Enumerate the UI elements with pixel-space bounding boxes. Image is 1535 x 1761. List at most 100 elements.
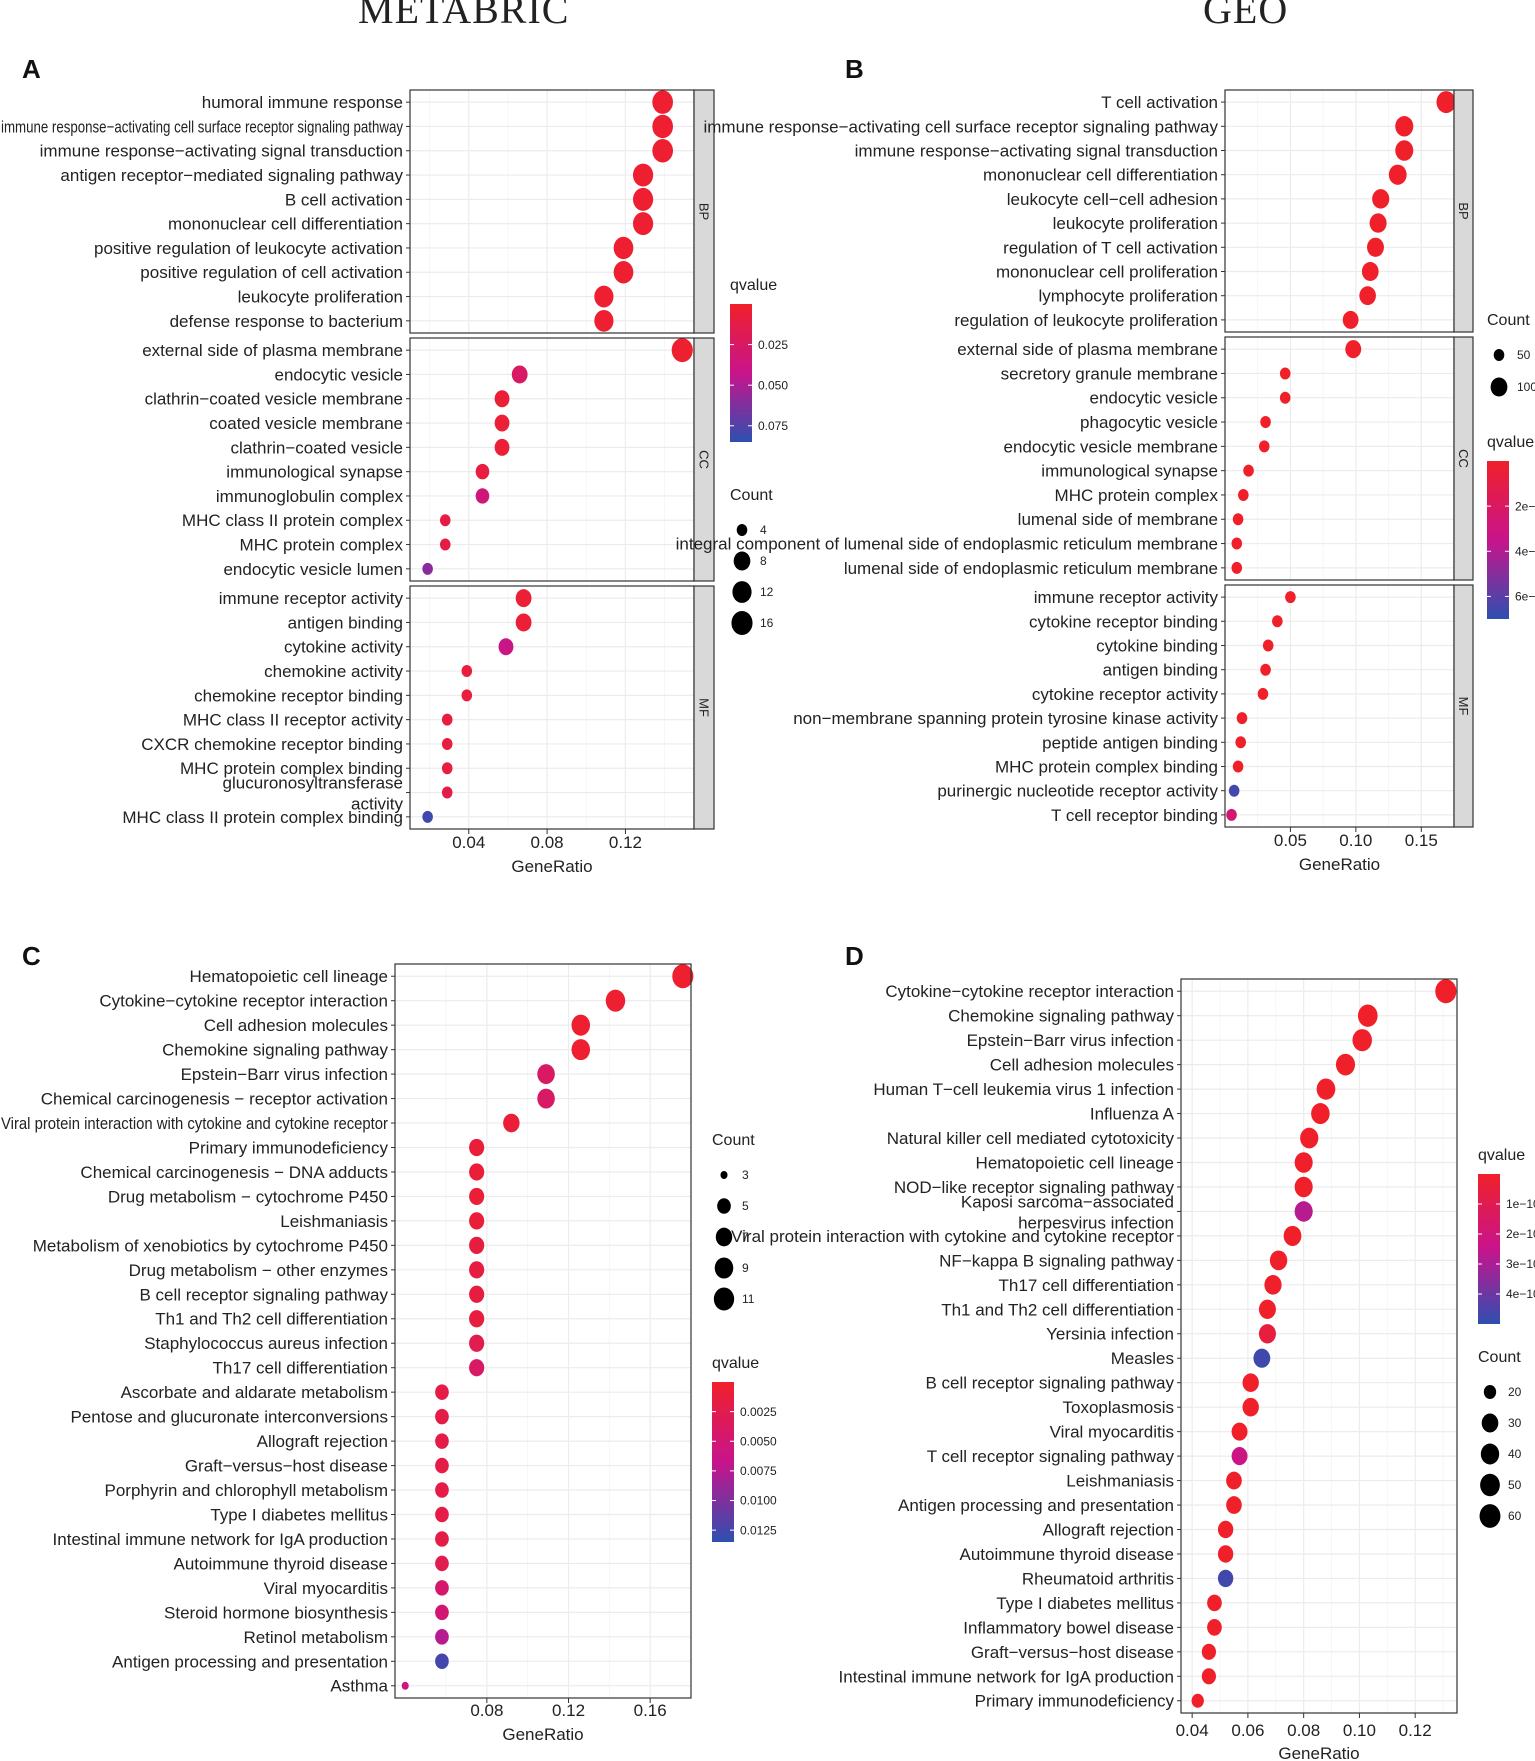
colorbar-label: 4e−07 bbox=[1515, 544, 1535, 558]
term-label: Th17 cell differentiation bbox=[213, 1359, 388, 1378]
data-point bbox=[1231, 561, 1243, 574]
legend-value: 50 bbox=[1508, 1478, 1522, 1492]
term-label: Hematopoietic cell lineage bbox=[190, 967, 388, 986]
term-label-line: herpesvirus infection bbox=[1018, 1213, 1174, 1232]
plot-background bbox=[1225, 585, 1454, 827]
facet-strip bbox=[1453, 336, 1474, 581]
data-point bbox=[632, 212, 654, 236]
data-point bbox=[1217, 1569, 1234, 1588]
colorbar-label: 0.0075 bbox=[740, 1464, 777, 1478]
legend-dot bbox=[713, 1287, 735, 1311]
data-point bbox=[475, 488, 490, 504]
facet-strip bbox=[693, 89, 715, 334]
term-label: Rheumatoid arthritis bbox=[1022, 1569, 1174, 1588]
term-label: Intestinal immune network for IgA produc… bbox=[839, 1667, 1174, 1686]
term-label: glucuronosyltransferase activity bbox=[223, 774, 404, 814]
plot-background bbox=[395, 964, 691, 1698]
term-label: non−membrane spanning protein tyrosine k… bbox=[793, 709, 1218, 728]
colorbar-label: 4e−10 bbox=[1506, 1287, 1535, 1301]
data-point bbox=[1279, 367, 1291, 380]
term-label: leukocyte proliferation bbox=[1053, 214, 1218, 233]
term-label: immune response−activating signal transd… bbox=[855, 141, 1218, 160]
panel-letter: D bbox=[845, 941, 864, 971]
data-point bbox=[515, 589, 532, 608]
data-point bbox=[1228, 784, 1240, 797]
data-point bbox=[435, 1482, 449, 1498]
legend-dot bbox=[733, 551, 751, 571]
data-point bbox=[1395, 116, 1414, 137]
data-point bbox=[441, 762, 453, 775]
term-label: Antigen processing and presentation bbox=[898, 1496, 1174, 1515]
facet-main: Hematopoietic cell lineage Cytokine−cytok… bbox=[1, 963, 694, 1699]
term-label: antigen receptor−mediated signaling path… bbox=[60, 166, 403, 185]
x-tick-label: 0.10 bbox=[1339, 831, 1372, 850]
data-point bbox=[469, 1236, 485, 1254]
facet-BP: T cell activation immune response−activat… bbox=[703, 89, 1474, 333]
facet-strip bbox=[693, 337, 715, 582]
term-label: Inflammatory bowel disease bbox=[963, 1618, 1174, 1637]
data-point bbox=[594, 309, 614, 332]
data-point bbox=[469, 1138, 485, 1157]
legend-dot bbox=[731, 611, 753, 635]
data-point bbox=[1232, 760, 1244, 773]
plot-background bbox=[410, 338, 694, 581]
legend-count: Count 4 8 12 16 bbox=[730, 487, 774, 635]
facet-strip bbox=[1453, 584, 1474, 828]
term-label: Graft−versus−host disease bbox=[185, 1457, 388, 1476]
plot-background bbox=[1225, 337, 1454, 580]
plot-background bbox=[1225, 90, 1454, 332]
term-label: antigen binding bbox=[288, 613, 403, 632]
term-label: Autoimmune thyroid disease bbox=[959, 1545, 1174, 1564]
colorbar-label: 0.0100 bbox=[740, 1494, 777, 1508]
term-label: mononuclear cell proliferation bbox=[996, 262, 1218, 281]
legend-qvalue: qvalue 0.025 0.050 0.075 bbox=[730, 277, 788, 442]
data-point bbox=[1335, 1053, 1356, 1076]
data-point bbox=[494, 414, 510, 432]
data-point bbox=[1361, 262, 1379, 281]
data-point bbox=[571, 1039, 591, 1061]
data-point bbox=[1435, 979, 1457, 1004]
term-label: MHC class II receptor activity bbox=[183, 711, 404, 730]
data-point bbox=[439, 538, 451, 551]
data-point bbox=[1359, 286, 1376, 306]
term-label: leukocyte cell−cell adhesion bbox=[1007, 190, 1218, 209]
term-label: Human T−cell leukemia virus 1 infection bbox=[873, 1080, 1174, 1099]
panel-letter: A bbox=[22, 54, 41, 84]
data-point bbox=[1235, 736, 1246, 749]
term-label: Influenza A bbox=[1090, 1105, 1175, 1124]
legend-value: 3 bbox=[742, 1168, 749, 1182]
legend-value: 100 bbox=[1517, 380, 1535, 394]
legend-title: qvalue bbox=[1478, 1147, 1525, 1164]
term-label: Epstein−Barr virus infection bbox=[967, 1031, 1174, 1050]
x-axis-title: GeneRatio bbox=[1278, 1744, 1359, 1761]
term-label: immune response−activating cell surface … bbox=[1, 117, 403, 136]
facet-strip-label: CC bbox=[1456, 449, 1471, 468]
data-point bbox=[1294, 1201, 1313, 1222]
term-label: Measles bbox=[1111, 1349, 1174, 1368]
term-label: peptide antigen binding bbox=[1042, 733, 1218, 752]
data-point bbox=[469, 1310, 485, 1328]
term-label: Ascorbate and aldarate metabolism bbox=[121, 1383, 388, 1402]
data-point bbox=[1300, 1127, 1319, 1149]
term-label: immunological synapse bbox=[226, 463, 403, 482]
legend-dot bbox=[720, 1171, 728, 1179]
colorbar bbox=[1478, 1174, 1500, 1324]
term-label: regulation of T cell activation bbox=[1003, 238, 1218, 257]
x-axis-title: GeneRatio bbox=[502, 1725, 583, 1744]
x-tick-label: 0.06 bbox=[1231, 1721, 1264, 1740]
legend-dot bbox=[1479, 1504, 1501, 1528]
colorbar-label: 2e−10 bbox=[1506, 1227, 1535, 1241]
term-label: lymphocyte proliferation bbox=[1038, 287, 1218, 306]
facet-CC: external side of plasma membrane endocyti… bbox=[142, 337, 715, 582]
x-axis-title: GeneRatio bbox=[1299, 855, 1380, 874]
data-point bbox=[632, 163, 654, 187]
facet-strip-label: BP bbox=[696, 203, 711, 220]
term-label: cytokine receptor activity bbox=[1032, 685, 1219, 704]
term-label: MHC class II protein complex binding bbox=[122, 808, 403, 827]
term-label: Drug metabolism − cytochrome P450 bbox=[108, 1187, 388, 1206]
term-label: immune response−activating cell surface … bbox=[703, 117, 1218, 136]
data-point bbox=[537, 1088, 555, 1109]
legend-value: 9 bbox=[742, 1261, 749, 1275]
term-label: regulation of leukocyte proliferation bbox=[954, 311, 1218, 330]
data-point bbox=[652, 114, 673, 139]
